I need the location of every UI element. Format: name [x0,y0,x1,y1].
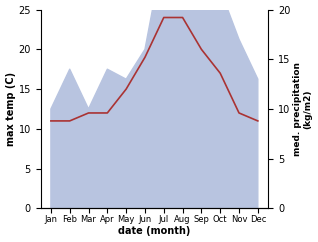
X-axis label: date (month): date (month) [118,227,190,236]
Y-axis label: med. precipitation
(kg/m2): med. precipitation (kg/m2) [293,62,313,156]
Y-axis label: max temp (C): max temp (C) [5,72,16,146]
